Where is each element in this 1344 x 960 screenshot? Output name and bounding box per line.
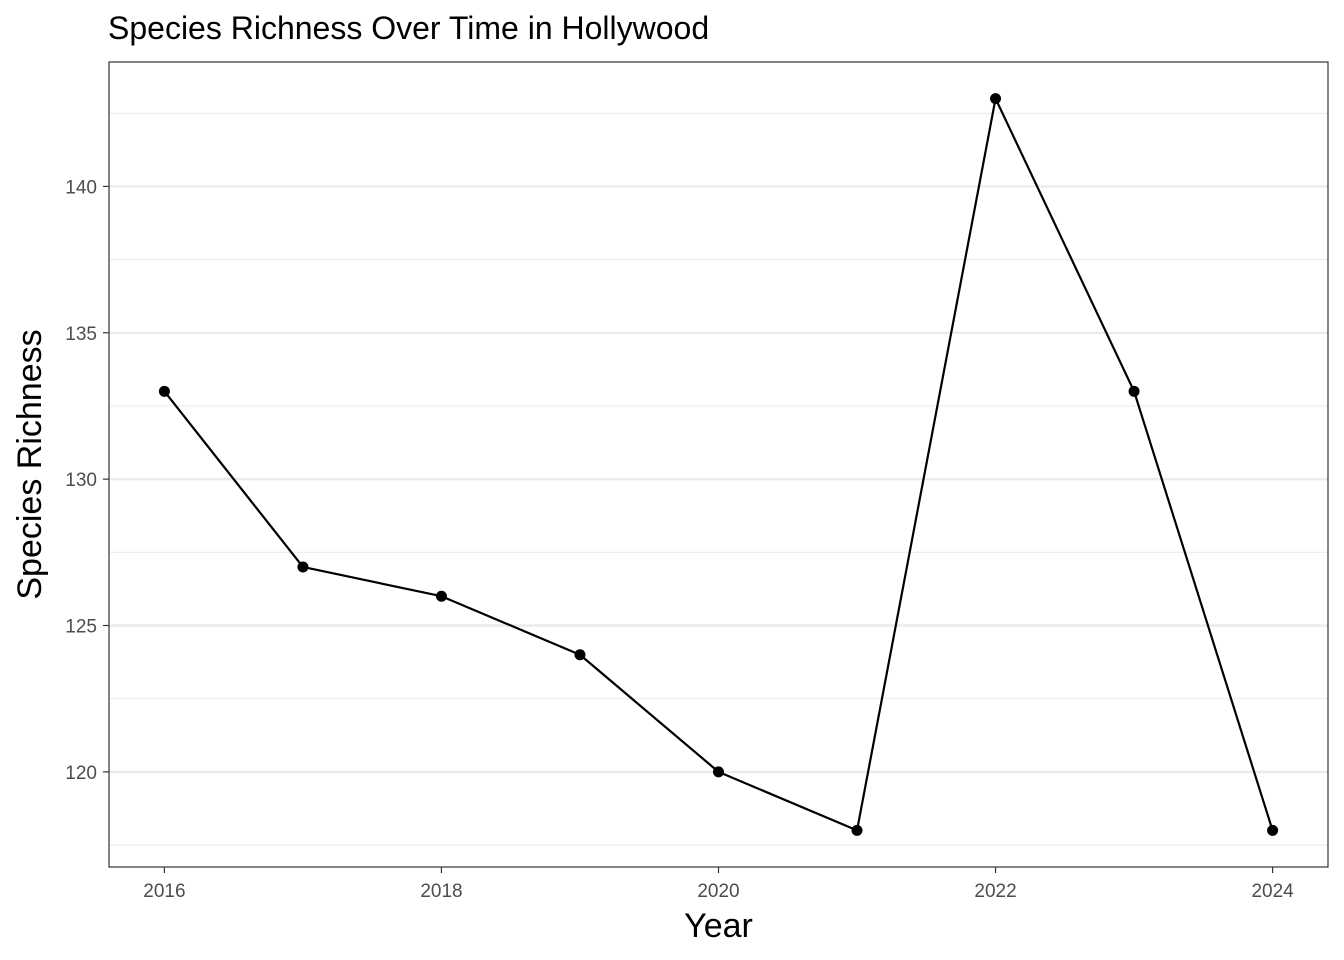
y-tick-label: 130 <box>65 470 97 491</box>
data-point <box>1267 824 1279 836</box>
x-tick-label: 2020 <box>697 881 739 902</box>
plot-panel-border <box>108 61 1329 868</box>
y-tick-label: 125 <box>65 617 97 638</box>
x-tick-label: 2018 <box>420 881 462 902</box>
x-axis-title: Year <box>684 907 753 945</box>
y-tick-label: 140 <box>65 177 97 198</box>
chart-title: Species Richness Over Time in Hollywood <box>108 10 710 46</box>
series-line <box>163 97 1274 832</box>
data-point <box>574 649 586 661</box>
axis-ticks: 120 125 130 135 140 2016 2018 2020 2022 2024 <box>65 177 1294 902</box>
data-point <box>435 590 447 602</box>
x-tick-label: 2016 <box>143 881 185 902</box>
data-point <box>713 766 724 778</box>
data-point <box>851 824 863 836</box>
data-point <box>297 561 309 573</box>
data-point <box>1128 385 1140 397</box>
x-tick-label: 2024 <box>1251 881 1294 902</box>
x-tick-label: 2022 <box>974 881 1016 902</box>
y-tick-label: 135 <box>65 324 97 345</box>
data-point <box>990 93 1002 105</box>
series-species-richness <box>158 93 1279 836</box>
data-point <box>158 385 170 397</box>
grid-lines <box>109 112 1328 846</box>
y-tick-label: 120 <box>65 763 97 784</box>
y-axis-title: Species Richness <box>11 329 49 599</box>
